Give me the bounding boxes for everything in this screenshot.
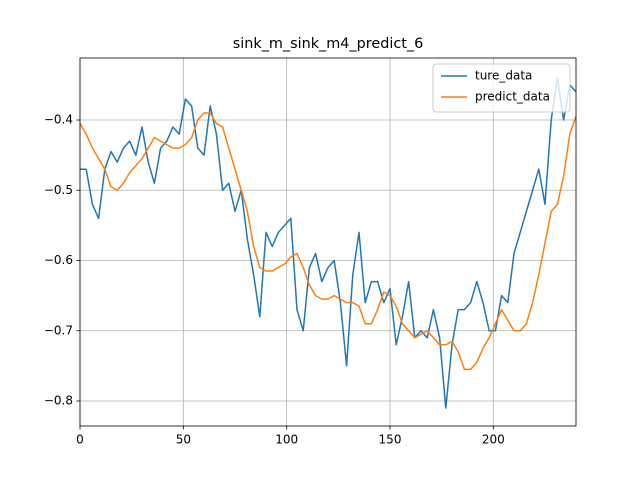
legend-box bbox=[432, 63, 571, 113]
y-tick-label: −0.5 bbox=[44, 183, 73, 197]
x-tick-label: 150 bbox=[379, 433, 402, 447]
legend-label: predict_data bbox=[475, 90, 550, 104]
y-tick-label: −0.6 bbox=[44, 253, 73, 267]
y-tick-label: −0.8 bbox=[44, 393, 73, 407]
legend-label: ture_data bbox=[475, 69, 532, 83]
x-tick-label: 0 bbox=[76, 433, 84, 447]
series-line bbox=[80, 77, 577, 409]
x-tick-label: 100 bbox=[275, 433, 298, 447]
series-line bbox=[79, 112, 577, 371]
y-tick-label: −0.4 bbox=[44, 113, 73, 127]
x-tick-label: 200 bbox=[482, 433, 505, 447]
x-tick-label: 50 bbox=[176, 433, 191, 447]
y-tick-label: −0.7 bbox=[44, 323, 73, 337]
chart-title: sink_m_sink_m4_predict_6 bbox=[233, 36, 424, 52]
plot-frame bbox=[79, 57, 577, 427]
